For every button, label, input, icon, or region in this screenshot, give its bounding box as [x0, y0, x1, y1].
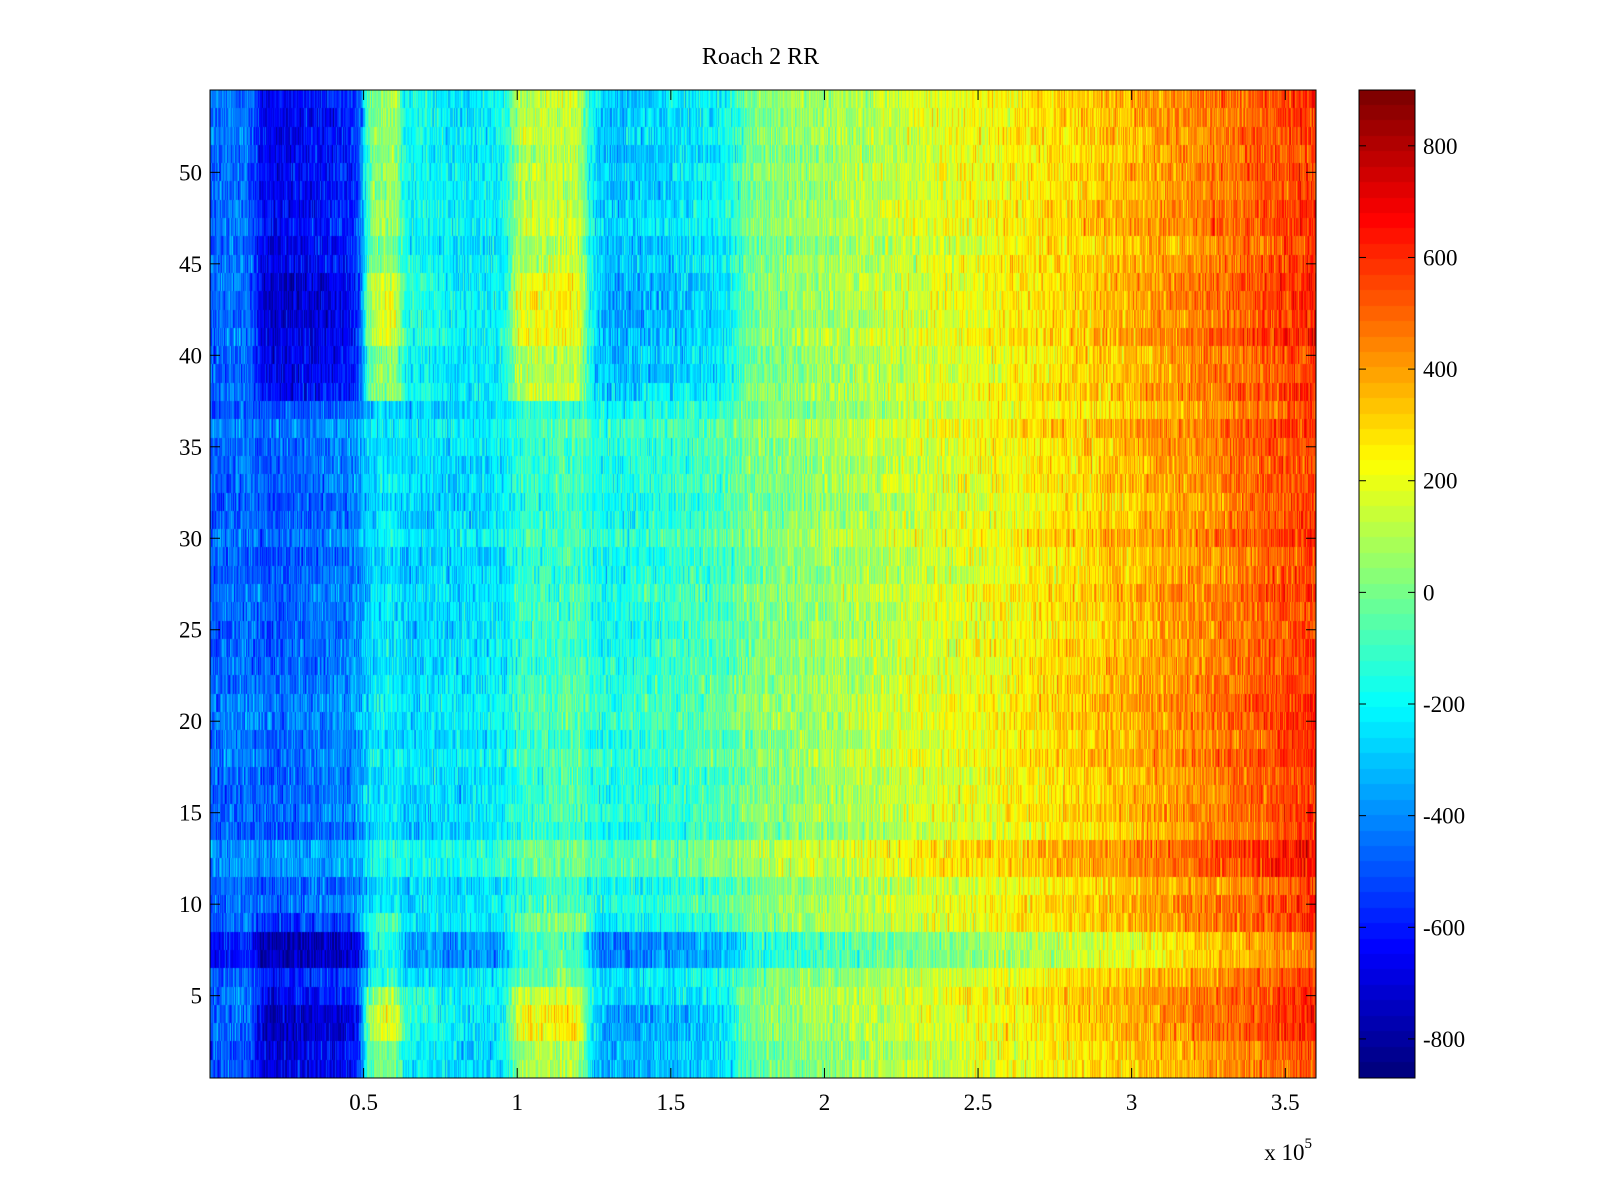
colorbar-tick-label: 400: [1423, 357, 1458, 382]
x-tick-label: 1: [511, 1090, 523, 1115]
y-tick-label: 30: [179, 526, 202, 551]
x-exponent-power: 5: [1305, 1136, 1313, 1152]
colorbar-tick-label: -200: [1423, 692, 1465, 717]
y-tick-label: 5: [191, 984, 203, 1009]
x-tick-label: 1.5: [656, 1090, 685, 1115]
colorbar-image: [1359, 90, 1415, 1078]
y-tick-label: 50: [179, 160, 202, 185]
y-tick-label: 20: [179, 709, 202, 734]
colorbar-tick-label: 600: [1423, 245, 1458, 270]
x-tick-label: 3: [1126, 1090, 1138, 1115]
y-tick-label: 15: [179, 801, 202, 826]
y-tick-label: 35: [179, 435, 202, 460]
x-exponent-base: x 10: [1264, 1140, 1304, 1165]
y-tick-label: 10: [179, 892, 202, 917]
y-tick-label: 40: [179, 343, 202, 368]
colorbar-tick-label: -600: [1423, 915, 1465, 940]
x-exponent-label: x 105: [1264, 1136, 1312, 1165]
x-tick-label: 3.5: [1271, 1090, 1300, 1115]
x-tick-label: 0.5: [349, 1090, 378, 1115]
heatmap-image: [210, 90, 1316, 1078]
colorbar-tick-label: 200: [1423, 469, 1458, 494]
colorbar-frame: [1358, 89, 1416, 1079]
x-tick-label: 2: [819, 1090, 831, 1115]
colorbar-tick-label: -800: [1423, 1027, 1465, 1052]
chart-title: Roach 2 RR: [701, 44, 820, 70]
x-tick-label: 2.5: [964, 1090, 993, 1115]
colorbar-tick-label: 800: [1423, 134, 1458, 159]
y-tick-label: 25: [179, 618, 202, 643]
plot-frame: [209, 89, 1317, 1079]
y-tick-label: 45: [179, 252, 202, 277]
colorbar-tick-label: 0: [1423, 580, 1435, 605]
colorbar-tick-label: -400: [1423, 804, 1465, 829]
